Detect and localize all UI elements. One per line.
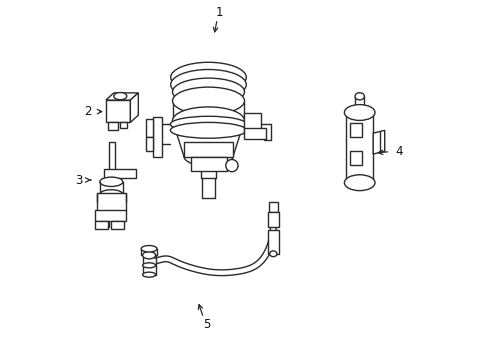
Text: 5: 5 [203,318,210,330]
Bar [95,210,125,221]
Ellipse shape [225,159,238,172]
Bar [106,100,130,122]
Ellipse shape [344,175,374,191]
Bar [349,123,362,137]
Ellipse shape [172,78,244,105]
Ellipse shape [172,87,244,114]
Polygon shape [130,93,138,122]
Ellipse shape [354,93,364,100]
Bar [268,202,277,212]
Ellipse shape [142,263,155,268]
Text: 3: 3 [75,174,82,186]
Ellipse shape [100,190,122,199]
Polygon shape [106,93,138,100]
Text: 2: 2 [84,105,91,118]
Polygon shape [372,130,384,154]
Ellipse shape [269,251,276,257]
Ellipse shape [170,69,246,100]
Ellipse shape [141,246,157,252]
Ellipse shape [114,93,126,100]
Ellipse shape [344,104,374,120]
Bar [354,96,364,105]
Text: 4: 4 [395,145,402,158]
Ellipse shape [142,272,155,277]
Bar [109,142,115,176]
Ellipse shape [100,177,122,186]
Text: 1: 1 [215,6,223,19]
Bar [145,119,152,137]
Bar [97,193,125,211]
Ellipse shape [172,107,244,134]
Bar [120,122,127,128]
Bar [107,122,118,130]
Bar [190,157,226,171]
Bar [104,169,136,178]
Bar [244,128,265,139]
Bar [349,151,362,165]
Bar [267,212,279,227]
Ellipse shape [170,122,246,138]
Bar [183,142,232,157]
Bar [141,249,157,255]
Bar [142,255,155,265]
Bar [267,230,279,254]
Ellipse shape [170,62,246,93]
Bar [111,221,123,229]
Bar [145,137,152,151]
Bar [142,265,155,275]
Bar [152,117,162,157]
Ellipse shape [183,147,232,166]
Bar [244,113,260,133]
Bar [95,221,107,229]
Ellipse shape [170,116,246,132]
Ellipse shape [142,252,155,259]
